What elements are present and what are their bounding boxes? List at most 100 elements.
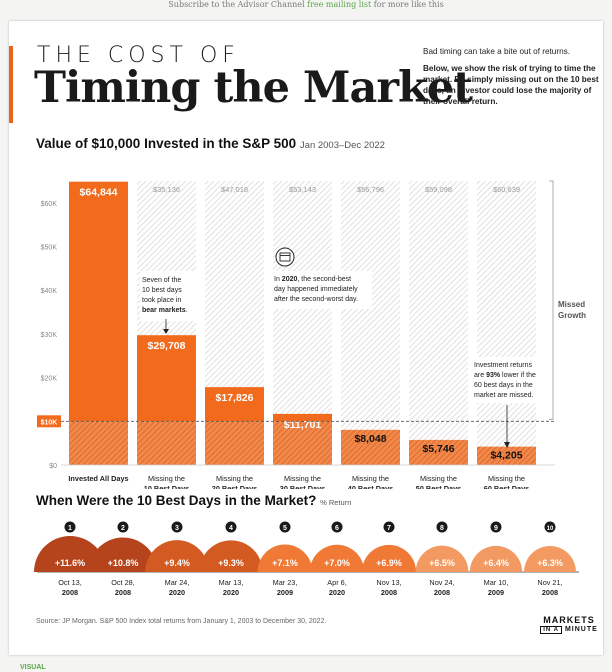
return-label: +9.4% — [164, 558, 190, 568]
return-semicircle — [88, 537, 158, 572]
return-semicircle — [145, 540, 209, 572]
missed-growth-bar — [477, 181, 536, 465]
return-semicircle — [415, 545, 469, 572]
value-bar — [409, 439, 468, 465]
date-label: Oct 13, — [58, 578, 82, 587]
value-bar — [273, 413, 332, 422]
return-semicircle — [361, 544, 417, 572]
category-label: 30 Best Days — [280, 484, 325, 489]
value-label: $4,205 — [490, 450, 522, 462]
value-label: $64,844 — [80, 187, 118, 199]
best-days-title: When Were the 10 Best Days in the Market… — [36, 493, 351, 508]
best-days-subtitle: % Return — [320, 498, 352, 507]
rank-label: 9 — [494, 525, 498, 532]
date-year-label: 2008 — [434, 588, 450, 597]
visual-capitalist-logo: VISUAL — [20, 664, 46, 671]
annotation-box — [272, 271, 372, 309]
title-small: THE COST OF — [37, 43, 240, 68]
missed-growth-bar — [409, 181, 468, 465]
rank-badge — [544, 521, 556, 533]
return-label: +7.0% — [324, 558, 350, 568]
rank-label: 5 — [283, 525, 287, 532]
return-semicircle — [524, 546, 576, 572]
rank-label: 1 — [68, 525, 72, 532]
value-label: $5,746 — [422, 443, 454, 455]
category-label: 40 Best Days — [348, 484, 393, 489]
rank-badge — [490, 521, 502, 533]
category-label: Missing the — [284, 474, 321, 483]
annotation-text: In 2020, the second-best — [274, 276, 351, 283]
category-label: Invested All Days — [68, 474, 128, 483]
bar-chart: $0 $20K $30K $40K $50K $60K $64,844 Invested Al… — [37, 180, 586, 489]
value-bar — [205, 387, 264, 422]
category-label: Missing the — [216, 474, 253, 483]
rank-badge — [64, 521, 76, 533]
category-label: Missing the — [352, 474, 389, 483]
missed-growth-bracket — [549, 180, 554, 420]
value-bar-base — [137, 421, 196, 465]
date-year-label: 2020 — [169, 588, 185, 597]
rank-label: 7 — [387, 525, 391, 532]
annotation-text: market are missed. — [474, 392, 534, 399]
category-label: Missing the — [148, 474, 185, 483]
intro-bold-text: Below, we show the risk of trying to tim… — [423, 64, 599, 106]
rank-label: 8 — [440, 525, 444, 532]
date-year-label: 2020 — [223, 588, 239, 597]
date-year-label: 2008 — [62, 588, 78, 597]
baseline-marker — [37, 415, 61, 428]
return-label: +6.3% — [537, 558, 563, 568]
return-label: +7.1% — [272, 558, 298, 568]
rank-badge — [117, 521, 129, 533]
missed-growth-bar — [341, 181, 400, 465]
return-label: +6.4% — [483, 558, 509, 568]
y-tick-label: $40K — [41, 288, 58, 295]
value-bar-base — [205, 421, 264, 465]
date-label: Oct 28, — [111, 578, 135, 587]
markets-in-a-minute-logo: MARKETS IN A MINUTE — [539, 615, 599, 635]
value-bar — [477, 446, 536, 465]
calendar-icon — [275, 247, 295, 267]
annotation-arrowhead — [504, 442, 510, 448]
return-label: +11.6% — [55, 558, 85, 568]
rank-label: 6 — [335, 525, 339, 532]
source-note: Source: JP Morgan. S&P 500 Index total r… — [36, 618, 327, 625]
category-label: Missing the — [420, 474, 457, 483]
date-year-label: 2008 — [542, 588, 558, 597]
value-bar — [341, 429, 400, 465]
annotation-text: Investment returns — [474, 362, 532, 369]
missed-growth-text: Growth — [558, 311, 586, 320]
category-label: Missing the — [488, 474, 525, 483]
return-label: +6.9% — [376, 558, 402, 568]
accent-bar — [9, 46, 13, 123]
mailing-list-link[interactable]: free mailing list — [307, 0, 372, 9]
missed-growth-label: $35,136 — [153, 185, 180, 194]
value-label: $11,701 — [284, 419, 322, 431]
category-label: 50 Best Days — [416, 484, 461, 489]
rank-badge — [225, 521, 237, 533]
missed-growth-text: Missed — [558, 300, 585, 309]
y-tick-label: $50K — [41, 245, 58, 252]
category-label: 20 Best Days — [212, 484, 257, 489]
date-year-label: 2008 — [115, 588, 131, 597]
value-label: $17,826 — [216, 392, 254, 404]
annotation-text: are 93% lower if the — [474, 372, 536, 379]
value-bar — [69, 181, 128, 422]
annotation-text: bear markets. — [142, 307, 188, 314]
y-tick-label: $30K — [41, 332, 58, 339]
y-tick-label: $20K — [41, 376, 58, 383]
date-label: Nov 21, — [537, 578, 562, 587]
category-label: 60 Best Days — [484, 484, 529, 489]
annotation-text: 60 best days in the — [474, 382, 533, 389]
date-year-label: 2020 — [329, 588, 345, 597]
y-tick-label: $60K — [41, 201, 58, 208]
annotation-box — [140, 271, 200, 321]
value-label: $29,708 — [148, 340, 186, 352]
annotation-text: day happened immediately — [274, 286, 358, 293]
return-semicircle — [257, 544, 313, 572]
annotation-text: Seven of the — [142, 277, 181, 284]
missed-growth-label: $53,143 — [289, 185, 316, 194]
best-days-title-text: When Were the 10 Best Days in the Market… — [36, 493, 317, 508]
rank-label: 2 — [121, 525, 125, 532]
date-year-label: 2009 — [488, 588, 504, 597]
bar-chart-title: Value of $10,000 Invested in the S&P 500… — [36, 136, 385, 151]
